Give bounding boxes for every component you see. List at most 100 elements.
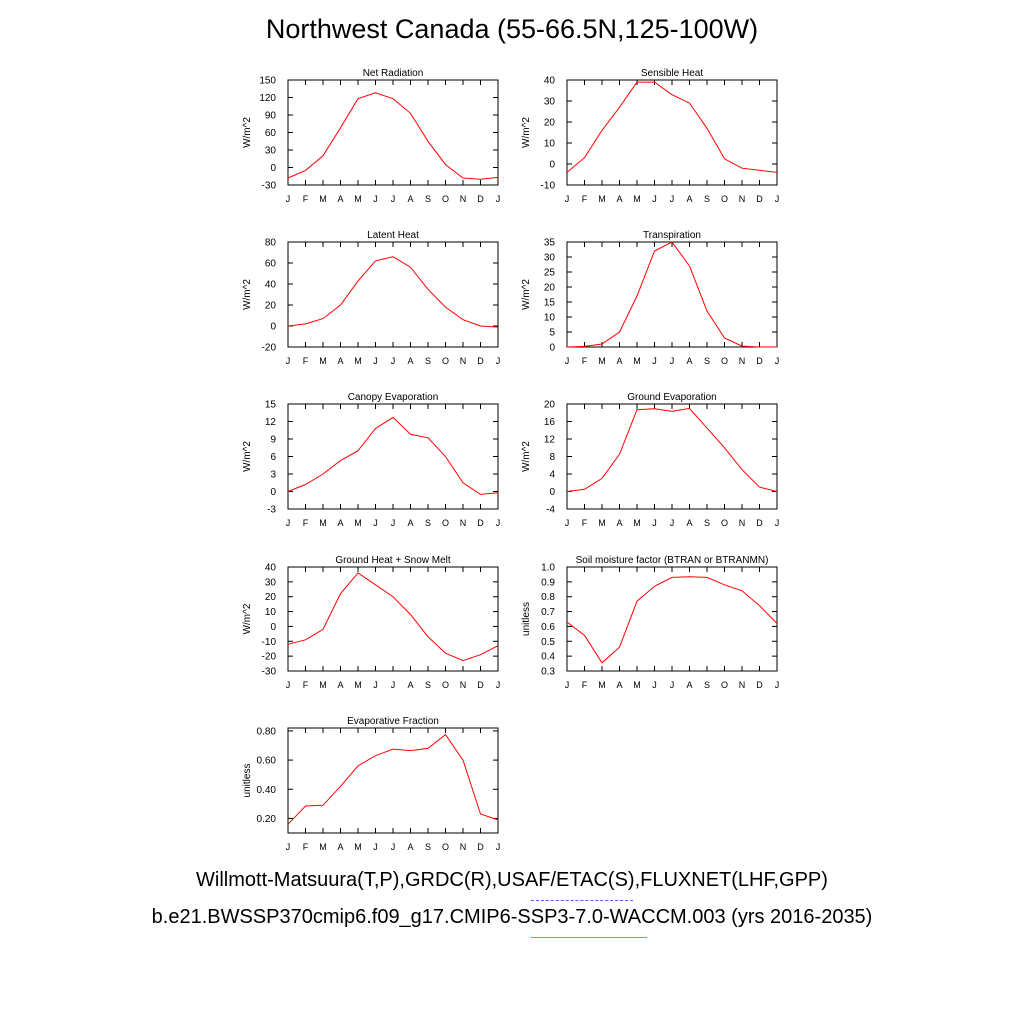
y-tick-label: -10 <box>541 181 556 192</box>
x-tick-label: A <box>337 518 343 528</box>
x-tick-label: F <box>303 842 309 852</box>
x-tick-label: J <box>391 518 396 528</box>
y-tick-label: 40 <box>265 280 277 291</box>
x-tick-label: J <box>373 356 378 366</box>
y-tick-label: -3 <box>267 505 276 516</box>
x-tick-label: M <box>354 356 362 366</box>
y-tick-label: 0.40 <box>257 785 277 796</box>
y-tick-label: -20 <box>262 652 277 663</box>
y-tick-label: 80 <box>265 238 277 249</box>
x-tick-label: F <box>582 194 588 204</box>
x-tick-label: J <box>391 842 396 852</box>
series-line <box>566 407 778 492</box>
panel-title: Net Radiation <box>363 68 424 79</box>
series-line <box>566 81 778 173</box>
x-tick-label: J <box>373 518 378 528</box>
y-tick-label: 12 <box>544 435 556 446</box>
y-axis-label: unitless <box>242 764 253 798</box>
x-tick-label: A <box>686 194 692 204</box>
x-tick-label: A <box>686 518 692 528</box>
x-tick-label: F <box>582 518 588 528</box>
x-tick-label: A <box>616 356 622 366</box>
x-tick-label: M <box>354 194 362 204</box>
y-tick-label: 15 <box>265 400 277 411</box>
x-tick-label: D <box>756 356 763 366</box>
y-tick-label: 20 <box>544 118 556 129</box>
y-tick-label: 0.60 <box>257 756 277 767</box>
x-tick-label: J <box>775 680 780 690</box>
panel-title: Transpiration <box>643 230 701 241</box>
x-tick-label: J <box>652 194 657 204</box>
x-tick-label: J <box>286 356 291 366</box>
x-tick-label: F <box>582 356 588 366</box>
plot-frame <box>287 79 499 186</box>
y-tick-label: 0 <box>270 487 276 498</box>
x-tick-label: M <box>633 194 641 204</box>
x-tick-label: N <box>460 194 467 204</box>
x-tick-label: O <box>721 356 728 366</box>
x-tick-label: O <box>442 680 449 690</box>
x-tick-label: J <box>670 194 675 204</box>
y-tick-label: 30 <box>544 253 556 264</box>
x-tick-label: J <box>391 680 396 690</box>
x-tick-label: M <box>319 518 327 528</box>
x-tick-label: A <box>337 194 343 204</box>
x-tick-label: M <box>598 194 606 204</box>
x-tick-label: J <box>391 194 396 204</box>
model-case-label: b.e21.BWSSP370cmip6.f09_g17.CMIP6-SSP3-7… <box>151 906 873 928</box>
plot-frame <box>566 403 778 510</box>
y-tick-label: 0 <box>549 487 555 498</box>
x-tick-label: J <box>670 680 675 690</box>
y-axis-label: W/m^2 <box>242 117 253 148</box>
y-tick-label: 6 <box>270 452 276 463</box>
panel-8: Soil moisture factor (BTRAN or BTRANMN) u… <box>521 555 779 690</box>
y-tick-label: -20 <box>262 343 277 354</box>
x-tick-label: F <box>303 356 309 366</box>
y-tick-label: 60 <box>265 259 277 270</box>
x-tick-label: M <box>598 356 606 366</box>
x-tick-label: J <box>565 194 570 204</box>
x-tick-label: J <box>775 518 780 528</box>
x-tick-label: J <box>373 680 378 690</box>
x-tick-label: F <box>303 194 309 204</box>
x-tick-label: N <box>739 194 746 204</box>
y-axis-label: W/m^2 <box>521 279 532 310</box>
y-tick-label: 0 <box>549 343 555 354</box>
panel-title: Canopy Evaporation <box>348 392 439 403</box>
x-tick-label: A <box>407 680 413 690</box>
y-axis-label: unitless <box>521 602 532 636</box>
x-tick-label: M <box>598 680 606 690</box>
y-tick-label: 5 <box>549 328 555 339</box>
y-tick-label: 1.0 <box>541 563 555 574</box>
panel-9: Evaporative Fraction unitless 0.20 0.40 0.60… <box>242 716 500 852</box>
obs-legend-line <box>531 900 633 901</box>
plot-frame <box>287 241 499 348</box>
x-tick-label: J <box>496 842 501 852</box>
x-tick-label: A <box>686 680 692 690</box>
plot-frame <box>287 566 499 672</box>
y-tick-label: 20 <box>544 400 556 411</box>
x-tick-label: M <box>354 680 362 690</box>
x-tick-label: O <box>721 194 728 204</box>
y-tick-label: 35 <box>544 238 556 249</box>
x-tick-label: J <box>565 518 570 528</box>
obs-source-label: Willmott-Matsuura(T,P),GRDC(R),USAF/ETAC… <box>196 869 828 891</box>
y-tick-label: 40 <box>265 563 277 574</box>
x-tick-label: O <box>442 518 449 528</box>
y-tick-label: 0.3 <box>541 667 555 678</box>
y-axis-label: W/m^2 <box>242 279 253 310</box>
x-tick-label: J <box>670 356 675 366</box>
x-tick-label: F <box>582 680 588 690</box>
x-tick-label: M <box>633 680 641 690</box>
x-tick-label: F <box>303 680 309 690</box>
x-tick-label: D <box>477 194 484 204</box>
page-title: Northwest Canada (55-66.5N,125-100W) <box>265 14 759 44</box>
model-legend-line <box>531 937 647 938</box>
x-tick-label: J <box>496 356 501 366</box>
x-tick-label: A <box>616 194 622 204</box>
